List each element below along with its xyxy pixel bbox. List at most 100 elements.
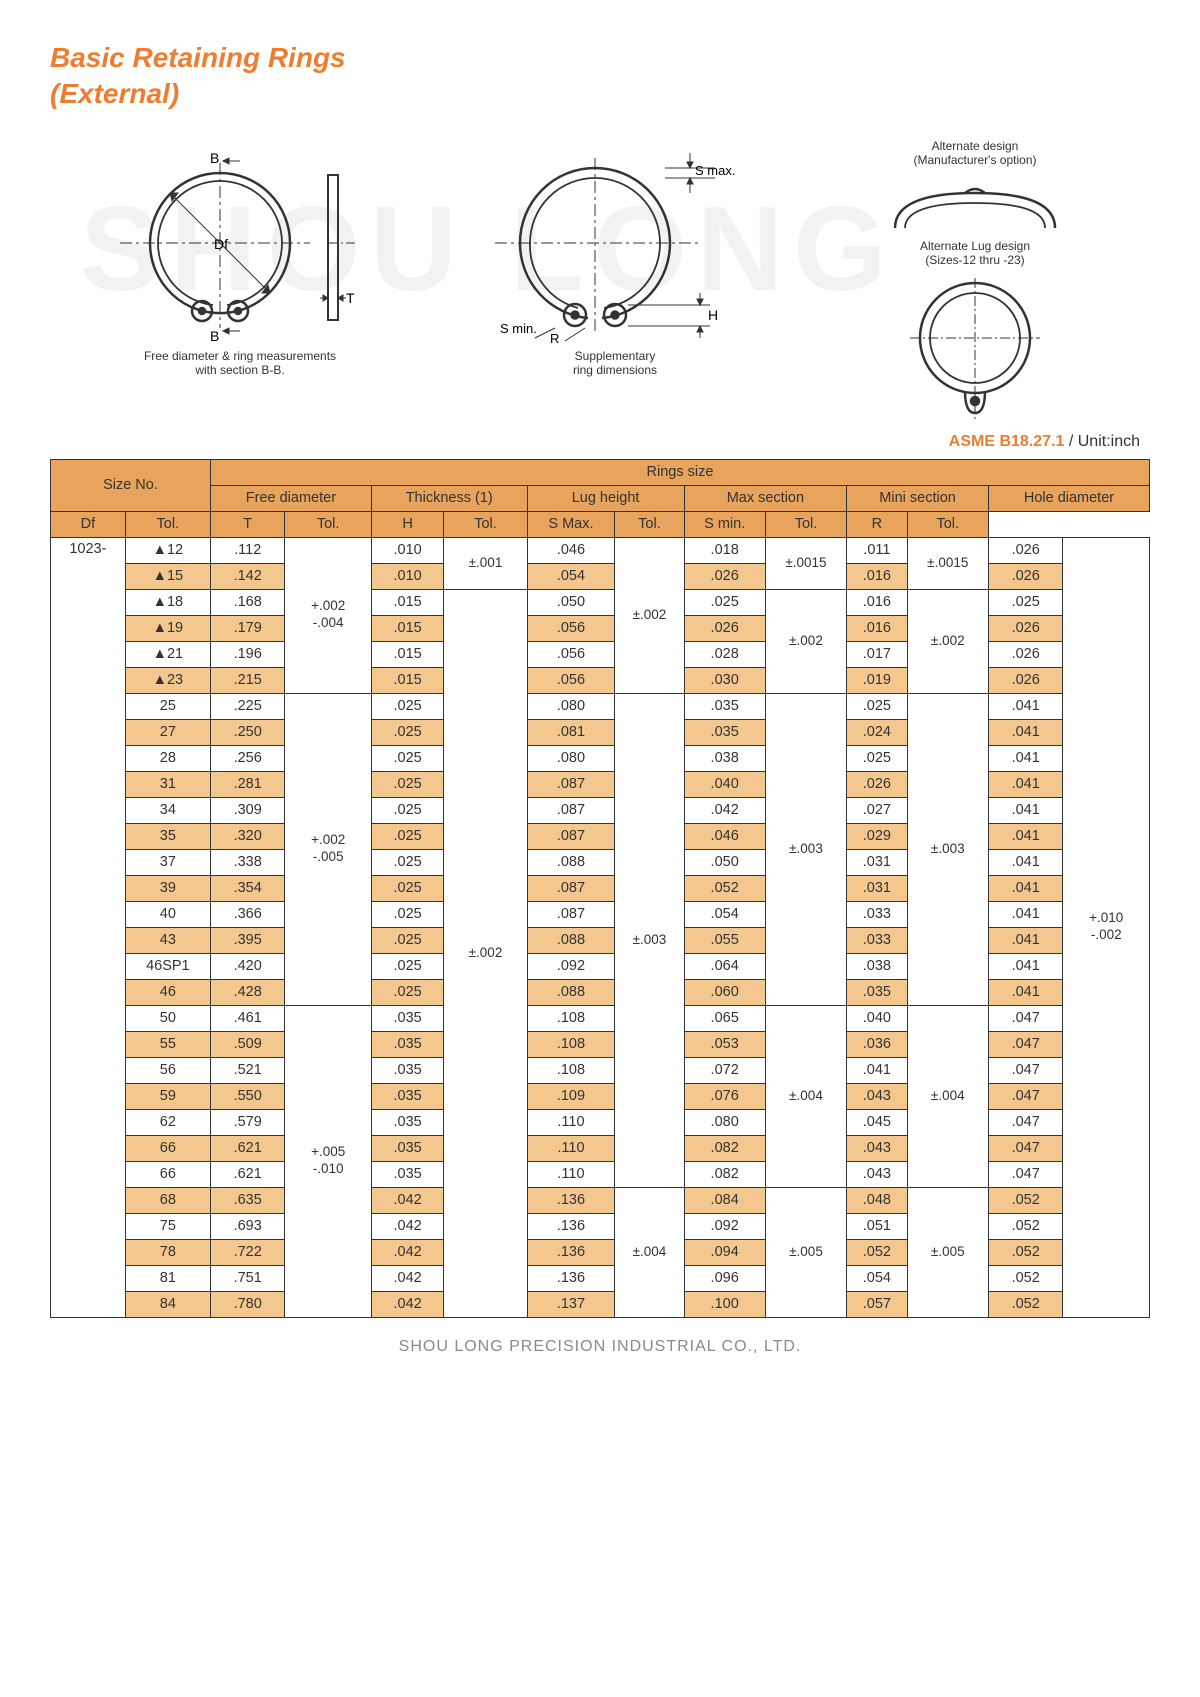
value-cell: .051	[847, 1213, 907, 1239]
value-cell: .025	[988, 589, 1063, 615]
tolerance-cell: ±.0015	[765, 537, 846, 589]
value-cell: .109	[527, 1083, 615, 1109]
tolerance-cell: ±.001	[444, 537, 527, 589]
hdr-group: Max section	[684, 485, 847, 511]
value-cell: .028	[684, 641, 765, 667]
value-cell: .040	[847, 1005, 907, 1031]
value-cell: .080	[527, 693, 615, 719]
value-cell: .110	[527, 1135, 615, 1161]
size-number: 78	[125, 1239, 210, 1265]
value-cell: .087	[527, 875, 615, 901]
size-number: 39	[125, 875, 210, 901]
value-cell: .041	[988, 875, 1063, 901]
value-cell: .010	[371, 563, 444, 589]
tolerance-cell: ±.0015	[907, 537, 988, 589]
hdr-sub: S Max.	[527, 511, 615, 537]
value-cell: .108	[527, 1031, 615, 1057]
value-cell: .031	[847, 849, 907, 875]
value-cell: .046	[527, 537, 615, 563]
value-cell: .015	[371, 667, 444, 693]
size-number: 81	[125, 1265, 210, 1291]
value-cell: .041	[988, 693, 1063, 719]
size-number: 35	[125, 823, 210, 849]
tolerance-cell: ±.004	[615, 1187, 684, 1317]
table-header: Size No. Rings size Free diameterThickne…	[51, 459, 1150, 537]
value-cell: .026	[988, 615, 1063, 641]
size-number: ▲23	[125, 667, 210, 693]
diagram-supplementary: S max. H S min. R Supplementary ring dim…	[490, 133, 740, 377]
table-row: 25.225+.002 -.005.025.080±.003.035±.003.…	[51, 693, 1150, 719]
size-number: ▲15	[125, 563, 210, 589]
size-number: 43	[125, 927, 210, 953]
value-cell: .010	[371, 537, 444, 563]
hdr-sub: Tol.	[444, 511, 527, 537]
value-cell: .080	[527, 745, 615, 771]
value-cell: .035	[371, 1109, 444, 1135]
value-cell: .025	[371, 771, 444, 797]
value-cell: .041	[988, 719, 1063, 745]
value-cell: .056	[527, 667, 615, 693]
size-number: 56	[125, 1057, 210, 1083]
value-cell: .035	[371, 1031, 444, 1057]
tolerance-cell: ±.004	[907, 1005, 988, 1187]
caption-alt-lug: Alternate Lug design (Sizes-12 thru -23)	[860, 239, 1090, 267]
label-df: Df	[214, 236, 228, 252]
value-cell: .035	[371, 1135, 444, 1161]
value-cell: .041	[988, 927, 1063, 953]
hdr-sub: Tol.	[285, 511, 371, 537]
value-cell: .015	[371, 589, 444, 615]
value-cell: .042	[684, 797, 765, 823]
tolerance-cell: +.002 -.004	[285, 537, 371, 693]
value-cell: .025	[371, 849, 444, 875]
hdr-sub: Tol.	[615, 511, 684, 537]
tolerance-cell: ±.002	[765, 589, 846, 693]
value-cell: .035	[847, 979, 907, 1005]
diagram-caption-1: Free diameter & ring measurements with s…	[110, 349, 370, 377]
value-cell: .041	[988, 849, 1063, 875]
value-cell: .056	[527, 641, 615, 667]
label-b-top: B	[210, 150, 219, 166]
size-number: ▲21	[125, 641, 210, 667]
value-cell: .052	[988, 1187, 1063, 1213]
value-cell: .055	[684, 927, 765, 953]
table-row: 1023-▲12.112+.002 -.004.010±.001.046±.00…	[51, 537, 1150, 563]
diagram-row: Df B B T Free diameter & ring meas	[50, 133, 1150, 423]
value-cell: .054	[684, 901, 765, 927]
label-smin: S min.	[500, 321, 537, 336]
value-cell: .354	[210, 875, 285, 901]
tolerance-cell: ±.002	[444, 589, 527, 1317]
value-cell: .025	[371, 979, 444, 1005]
value-cell: .025	[371, 823, 444, 849]
value-cell: .693	[210, 1213, 285, 1239]
size-number: 46SP1	[125, 953, 210, 979]
value-cell: .025	[371, 953, 444, 979]
value-cell: .054	[527, 563, 615, 589]
tolerance-cell: ±.002	[907, 589, 988, 693]
value-cell: .168	[210, 589, 285, 615]
hdr-sub: R	[847, 511, 907, 537]
hdr-size-no: Size No.	[51, 459, 211, 511]
value-cell: .550	[210, 1083, 285, 1109]
size-number: 40	[125, 901, 210, 927]
value-cell: .072	[684, 1057, 765, 1083]
tolerance-cell: ±.003	[615, 693, 684, 1187]
size-number: 37	[125, 849, 210, 875]
tolerance-cell: +.010 -.002	[1063, 537, 1150, 1317]
value-cell: .320	[210, 823, 285, 849]
value-cell: .031	[847, 875, 907, 901]
value-cell: .038	[847, 953, 907, 979]
value-cell: .030	[684, 667, 765, 693]
diagram-free-diameter: Df B B T Free diameter & ring meas	[110, 133, 370, 377]
value-cell: .041	[988, 797, 1063, 823]
hdr-sub: S min.	[684, 511, 765, 537]
value-cell: .088	[527, 849, 615, 875]
hdr-group: Lug height	[527, 485, 684, 511]
size-number: 31	[125, 771, 210, 797]
value-cell: .043	[847, 1161, 907, 1187]
value-cell: .052	[847, 1239, 907, 1265]
table-row: 50.461+.005 -.010.035.108.065±.004.040±.…	[51, 1005, 1150, 1031]
size-number: ▲12	[125, 537, 210, 563]
value-cell: .092	[684, 1213, 765, 1239]
value-cell: .521	[210, 1057, 285, 1083]
unit-label: / Unit:inch	[1064, 433, 1140, 450]
